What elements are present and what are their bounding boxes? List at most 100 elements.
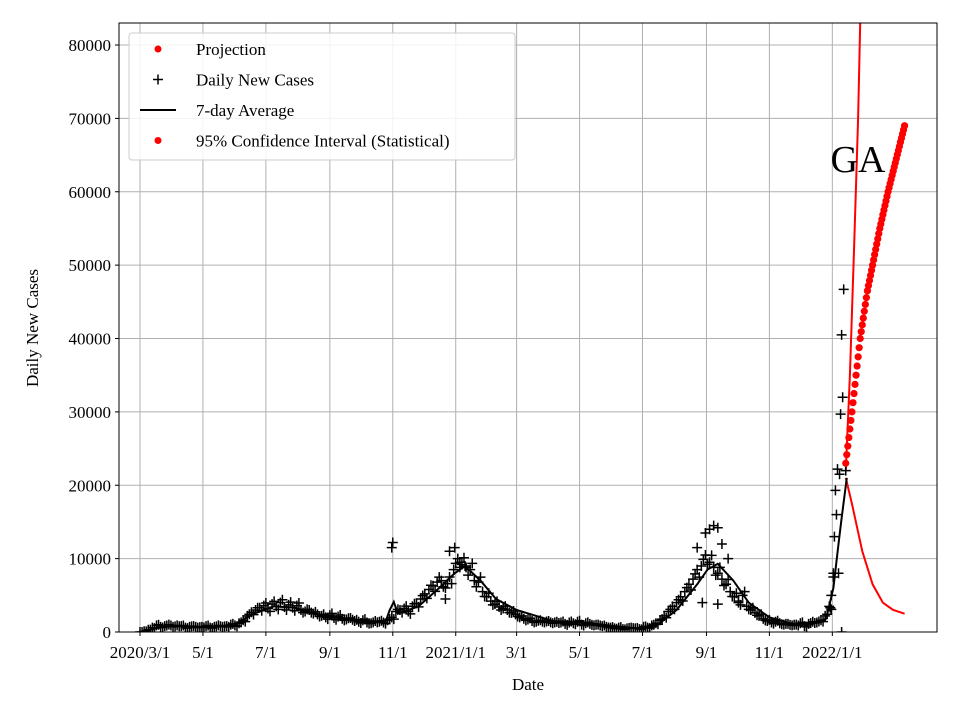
projection-point [858,321,866,329]
daily-case-point [467,558,478,569]
y-tick-label: 20000 [69,476,112,495]
x-tick-label: 7/1 [255,643,277,662]
projection-point [850,389,858,398]
ci-lower-line [844,477,905,615]
legend-dot-icon [154,45,162,53]
daily-case-point [712,599,723,610]
y-tick-label: 70000 [69,109,112,128]
projection-point [852,371,860,379]
projection-point [848,408,856,416]
y-tick-label: 80000 [69,36,112,55]
y-tick-label: 10000 [69,550,112,569]
x-tick-label: 2020/3/1 [110,643,170,662]
daily-case-point [835,409,846,420]
projection-point [856,334,864,343]
daily-case-point [838,284,849,295]
daily-case-point [269,596,280,607]
daily-case-point [836,329,847,340]
daily-case-point [725,586,736,597]
legend-label: Daily New Cases [196,71,314,90]
daily-case-point [293,597,304,608]
daily-case-point [733,597,744,608]
y-tick-label: 50000 [69,256,112,275]
legend-plus-icon [153,74,163,85]
x-tick-label: 7/1 [632,643,654,662]
projection-point [857,328,865,336]
x-tick-label: 9/1 [696,643,718,662]
daily-case-point [436,575,447,586]
daily-case-point [675,591,686,602]
daily-case-point [836,627,847,632]
daily-case-point [260,597,271,608]
legend-label: 95% Confidence Interval (Statistical) [196,132,450,151]
daily-case-point [449,542,460,553]
projection-point [859,314,867,322]
x-tick-label: 5/1 [569,643,591,662]
daily-case-point [498,603,509,614]
daily-case-point [832,464,843,475]
daily-case-point [135,627,145,632]
daily-case-point [697,597,708,608]
daily-case-point [522,614,533,625]
x-axis: 2020/3/1 5/1 7/1 9/1 11/1 2021/1/1 3/1 5/1 7/1 9/… [110,632,863,662]
daily-case-point [386,612,397,623]
projection-point [849,399,857,407]
daily-case-point [712,522,723,533]
daily-case-point [506,607,517,618]
y-tick-label: 0 [103,623,112,642]
daily-case-point [735,599,746,610]
daily-case-point [444,546,455,557]
y-tick-label: 40000 [69,330,112,349]
plot-area [135,23,909,632]
daily-case-point [708,520,719,531]
daily-case-point [710,570,721,581]
y-axis-label: Daily New Cases [23,269,42,387]
daily-case-point [683,579,694,590]
x-tick-label: 2022/1/1 [802,643,862,662]
daily-case-point [454,557,465,568]
daily-case-point [829,531,840,542]
axes-frame [118,22,938,633]
daily-case-point [137,627,148,632]
projection-point [854,353,862,361]
daily-case-point [700,527,711,538]
daily-case-point [702,559,713,570]
legend-dot-icon [154,137,162,144]
daily-case-point [514,612,525,623]
projection-point [842,459,850,467]
daily-case-point [758,613,769,624]
x-tick-label: 2021/1/1 [426,643,486,662]
daily-case-point [440,593,451,604]
daily-case-point [721,579,732,590]
daily-case-point [731,588,742,599]
projection-point [861,300,869,309]
daily-case-point [419,588,430,599]
daily-case-point [477,586,488,597]
daily-case-point [837,392,848,403]
daily-case-point [698,554,709,565]
daily-case-point [458,552,469,563]
daily-case-point [366,618,377,629]
daily-case-point [619,624,630,632]
daily-case-point [285,597,296,608]
daily-case-point [716,538,727,549]
projection-point [900,122,909,130]
projection-point [845,433,853,442]
y-tick-label: 30000 [69,403,112,422]
projection-point [843,451,851,459]
daily-case-point [440,582,451,593]
daily-case-point [463,570,474,581]
daily-case-point [207,623,218,632]
daily-case-point [432,577,443,588]
daily-case-point [696,560,707,571]
daily-case-point [663,606,674,617]
daily-case-point [446,578,457,589]
daily-case-point [277,594,288,605]
daily-case-point [688,574,699,585]
legend-label: Projection [196,40,266,59]
projection-point [844,442,852,450]
legend-label: 7-day Average [196,101,294,120]
y-tick-label: 60000 [69,183,112,202]
daily-case-point [405,608,416,619]
